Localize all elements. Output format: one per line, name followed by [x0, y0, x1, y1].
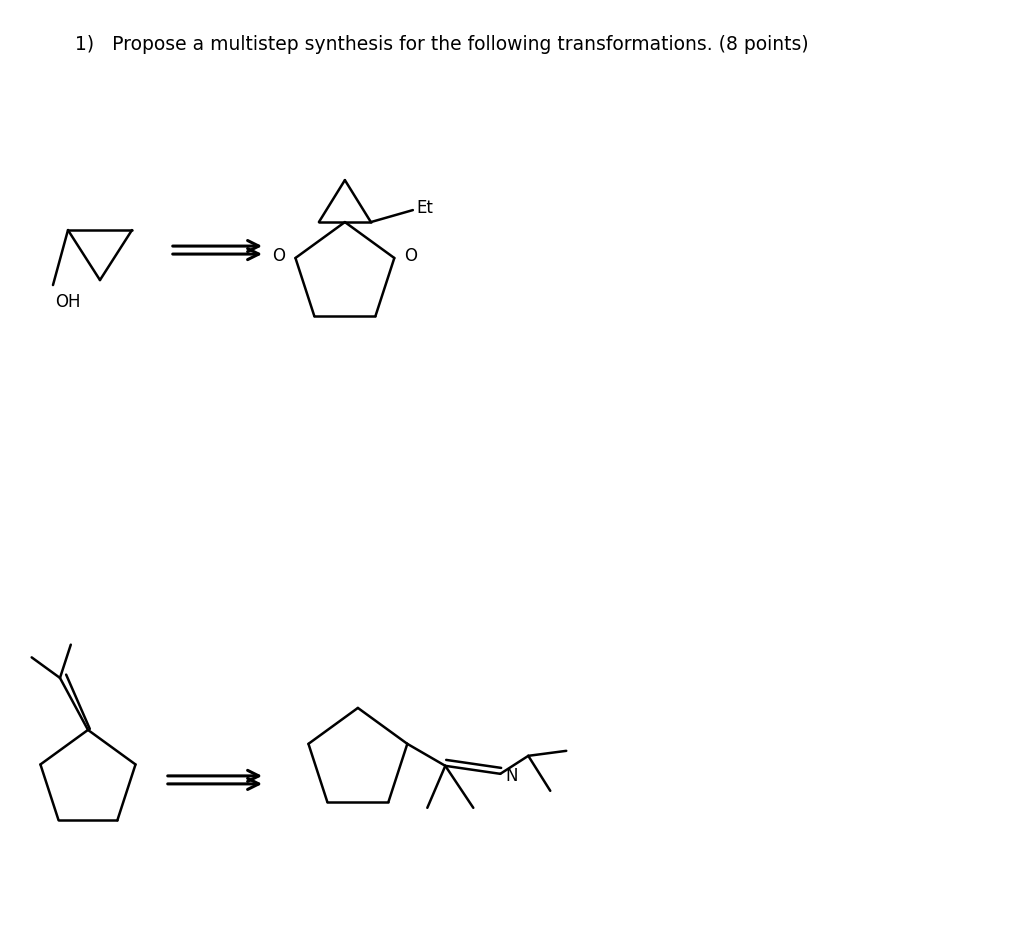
Text: Et: Et — [417, 199, 434, 217]
Text: O: O — [404, 247, 418, 265]
Text: N: N — [505, 767, 518, 784]
Text: OH: OH — [55, 293, 81, 311]
Text: 1)   Propose a multistep synthesis for the following transformations. (8 points): 1) Propose a multistep synthesis for the… — [75, 36, 809, 54]
Text: O: O — [272, 247, 286, 265]
